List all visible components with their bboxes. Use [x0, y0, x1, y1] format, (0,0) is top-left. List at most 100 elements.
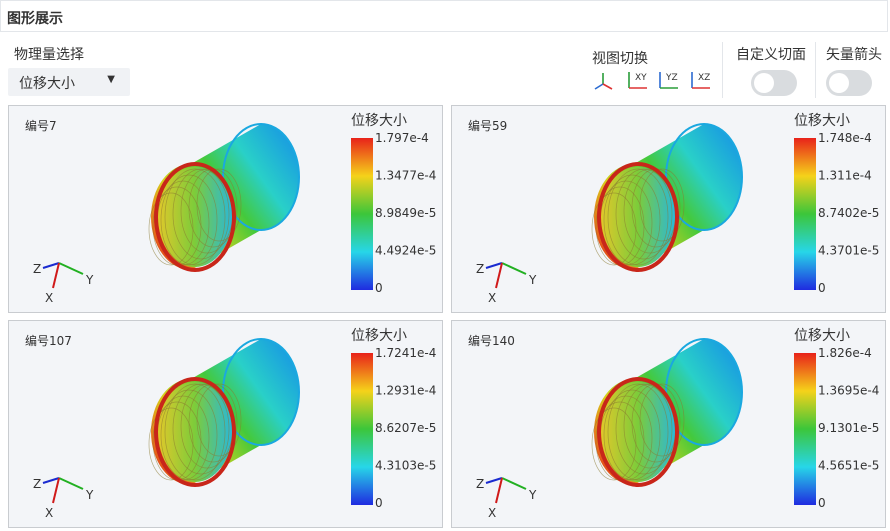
panel-label: 编号59: [468, 118, 507, 133]
inner-rib: [607, 168, 669, 266]
triad-z: [485, 477, 503, 484]
cylinder: [148, 123, 300, 272]
triad-z: [42, 262, 60, 269]
triad-z-label: Z: [476, 262, 484, 276]
view-xy-button[interactable]: XY: [625, 68, 651, 94]
legend-tick-label: 9.1301e-5: [818, 421, 879, 435]
triad-y-label: Y: [528, 273, 537, 287]
quantity-dropdown[interactable]: 位移大小 ▼: [8, 68, 130, 96]
inner-rib: [164, 383, 226, 481]
legend-tick-label: 4.4924e-5: [375, 244, 436, 258]
legend-tick-label: 4.3701e-5: [818, 244, 879, 258]
view-yz-label: YZ: [666, 73, 678, 83]
quantity-label: 物理量选择: [14, 47, 84, 63]
section-label: 自定义切面: [736, 47, 806, 63]
view-yz-button[interactable]: YZ: [656, 68, 682, 94]
inner-rib: [603, 389, 661, 481]
triad-x-label: X: [488, 291, 496, 305]
view-label: 视图切换: [592, 51, 648, 67]
legend-tick-label: 0: [818, 281, 826, 295]
inner-rib: [615, 168, 673, 260]
legend-tick-label: 0: [818, 496, 826, 510]
inner-rib: [196, 168, 242, 242]
legend-tick-label: 8.7402e-5: [818, 206, 879, 220]
legend-tick-label: 4.3103e-5: [375, 459, 436, 473]
inner-rib: [607, 383, 669, 481]
inner-rib: [639, 168, 685, 242]
inner-rib: [160, 174, 218, 266]
cylinder: [591, 123, 743, 272]
panel-graphic: 编号107 Z Y X 位移大小 1.7241e-4 1.2931e-4 8.6207e-5 4…: [25, 328, 436, 520]
triad-y: [58, 477, 84, 490]
cylinder-front-rim: [154, 377, 236, 487]
legend-tick-label: 8.9849e-5: [375, 206, 436, 220]
triad-z-label: Z: [33, 477, 41, 491]
triad-x: [52, 262, 60, 289]
colorbar: [794, 138, 816, 290]
inner-rib: [172, 383, 230, 475]
legend-tick-label: 1.311e-4: [818, 169, 872, 183]
view-xy-label: XY: [635, 73, 647, 83]
inner-rib: [164, 168, 226, 266]
dropdown-value: 位移大小: [19, 76, 75, 92]
iso-icon: [594, 73, 613, 90]
cylinder: [591, 338, 743, 487]
triad-y: [501, 477, 527, 490]
legend-tick-label: 0: [375, 281, 383, 295]
xz-icon: [691, 72, 710, 89]
triad-y: [58, 262, 84, 275]
panel-graphic: 编号59 Z Y X 位移大小 1.748e-4 1.311e-4 8.7402e-5 4.37…: [468, 113, 879, 305]
cylinder-front-rim: [154, 162, 236, 272]
view-iso-button[interactable]: [592, 68, 618, 94]
result-panel: 编号140 Z Y X 位移大小 1.826e-4 1.3695e-4 9.1301e-5 4.…: [451, 320, 886, 528]
triad-y-label: Y: [528, 488, 537, 502]
header: 图形展示: [0, 0, 888, 32]
panel-label: 编号107: [25, 333, 72, 348]
dropdown-arrow: ▼: [107, 74, 115, 85]
axis-triad: [42, 477, 84, 504]
cylinder: [148, 338, 300, 487]
panel-label: 编号140: [468, 333, 515, 348]
inner-rib: [196, 383, 242, 457]
cylinder-front-rim: [597, 377, 679, 487]
legend-tick-label: 1.3477e-4: [375, 169, 436, 183]
triad-y-label: Y: [85, 273, 94, 287]
inner-rib: [639, 383, 685, 457]
triad-z-label: Z: [33, 262, 41, 276]
separator: [722, 42, 723, 98]
triad-y: [501, 262, 527, 275]
legend-tick-label: 1.748e-4: [818, 131, 872, 145]
result-panel: 编号107 Z Y X 位移大小 1.7241e-4 1.2931e-4 8.6207e-5 4…: [8, 320, 443, 528]
triad-x: [495, 262, 503, 289]
xy-icon: [628, 72, 647, 89]
legend-title: 位移大小: [351, 328, 407, 344]
panel-graphic: 编号140 Z Y X 位移大小 1.826e-4 1.3695e-4 9.1301e-5 4.…: [468, 328, 879, 520]
legend-tick-label: 1.797e-4: [375, 131, 429, 145]
result-panel: 编号59 Z Y X 位移大小 1.748e-4 1.311e-4 8.7402e-5 4.37…: [451, 105, 886, 313]
cylinder-front-rim: [597, 162, 679, 272]
legend-title: 位移大小: [794, 328, 850, 344]
panel-graphic: 编号7 Z Y X 位移大小 1.797e-4 1.3477e-4 8.9849e-5 4.49…: [25, 113, 436, 305]
legend-tick-label: 1.3695e-4: [818, 384, 879, 398]
triad-x-label: X: [488, 506, 496, 520]
legend-tick-label: 8.6207e-5: [375, 421, 436, 435]
legend-tick-label: 4.5651e-5: [818, 459, 879, 473]
inner-rib: [160, 389, 218, 481]
view-xz-button[interactable]: XZ: [688, 68, 714, 94]
result-panel: 编号7 Z Y X 位移大小 1.797e-4 1.3477e-4 8.9849e-5 4.49…: [8, 105, 443, 313]
inner-rib: [615, 383, 673, 475]
inner-rib: [172, 168, 230, 260]
header-title: 图形展示: [7, 11, 63, 27]
colorbar: [794, 353, 816, 505]
triad-x: [495, 477, 503, 504]
legend-tick-label: 0: [375, 496, 383, 510]
legend-title: 位移大小: [794, 113, 850, 129]
section-toggle[interactable]: [751, 70, 797, 96]
colorbar: [351, 138, 373, 290]
arrow-toggle[interactable]: [826, 70, 872, 96]
triad-z: [42, 477, 60, 484]
triad-y-label: Y: [85, 488, 94, 502]
legend-tick-label: 1.2931e-4: [375, 384, 436, 398]
triad-x-label: X: [45, 291, 53, 305]
